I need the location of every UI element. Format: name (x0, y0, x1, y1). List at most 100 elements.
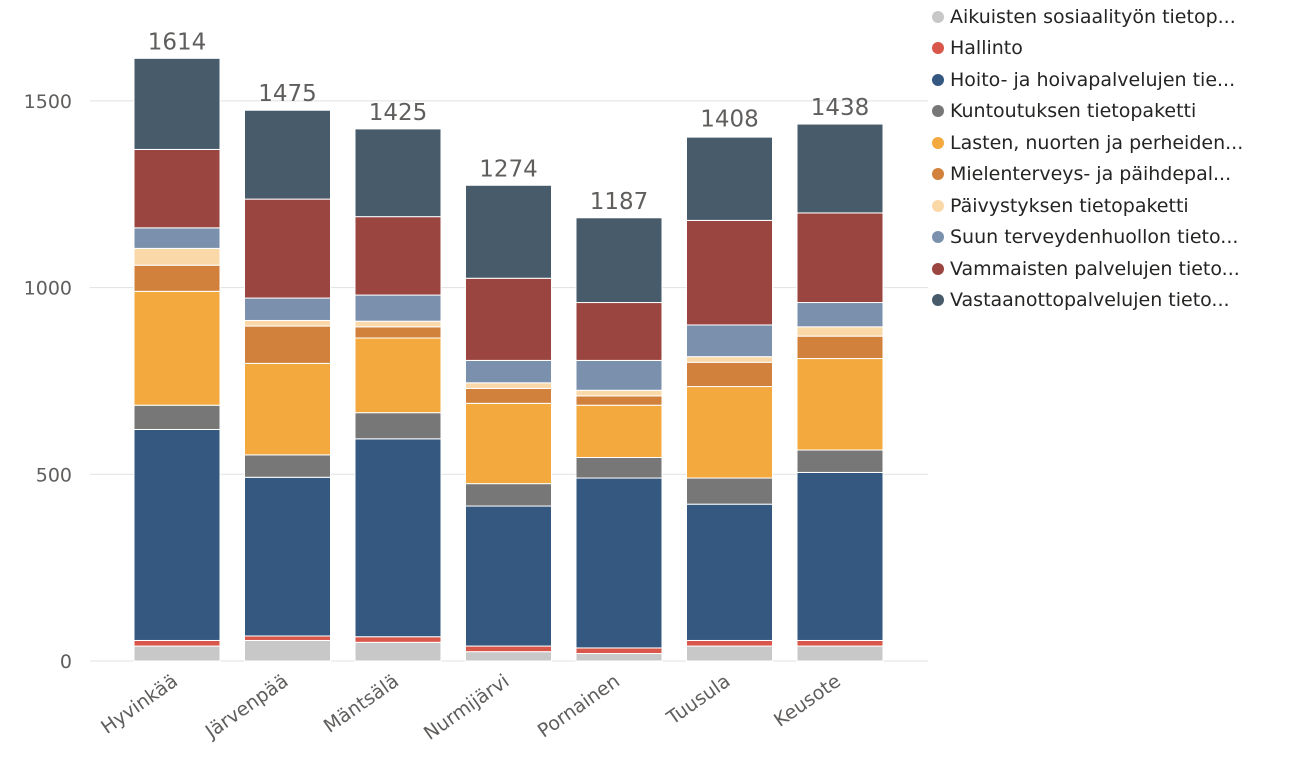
bar-segment[interactable] (575, 395, 663, 406)
bar-segment[interactable] (796, 326, 884, 337)
bar-segment[interactable] (796, 639, 884, 647)
bar-segment[interactable] (796, 449, 884, 473)
bar-segment[interactable] (575, 647, 663, 655)
bar-segment[interactable] (133, 404, 221, 430)
bar-stack (244, 109, 331, 662)
bar-segment[interactable] (244, 297, 331, 321)
bar-segment[interactable] (244, 635, 331, 641)
bar-segment[interactable] (244, 454, 331, 478)
x-tick-label: Järvenpää (201, 670, 293, 743)
legend-item[interactable]: Vammaisten palvelujen tieto... (932, 253, 1243, 285)
bar-segment[interactable] (244, 198, 331, 299)
total-label: 1274 (479, 156, 538, 182)
total-label: 1425 (369, 100, 428, 126)
bar-segment[interactable] (244, 109, 331, 200)
bar-segment[interactable] (133, 428, 221, 641)
bar-segment[interactable] (796, 212, 884, 304)
bar-segment[interactable] (354, 216, 442, 296)
bar-segment[interactable] (354, 636, 442, 643)
legend-item[interactable]: Suun terveydenhuollon tieto... (932, 222, 1243, 254)
legend-item[interactable]: Lasten, nuorten ja perheiden... (932, 127, 1243, 159)
bar-segment[interactable] (244, 639, 331, 662)
bar-segment[interactable] (465, 359, 552, 384)
bar-segment[interactable] (465, 645, 552, 653)
bar-segment[interactable] (465, 277, 552, 361)
bar-segment[interactable] (575, 389, 663, 397)
bar-segment[interactable] (796, 471, 884, 641)
bar-segment[interactable] (575, 217, 663, 304)
y-tick-label: 1500 (24, 91, 72, 113)
bar-segment[interactable] (465, 651, 552, 662)
legend-label: Mielenterveys- ja päihdepal... (950, 163, 1232, 186)
bar-segment[interactable] (133, 645, 221, 662)
bar-segment[interactable] (575, 653, 663, 662)
total-label: 1408 (700, 106, 759, 132)
bar-segment[interactable] (244, 319, 331, 327)
bar-segment[interactable] (354, 128, 442, 218)
bar-segment[interactable] (354, 294, 442, 322)
legend-label: Suun terveydenhuollon tieto... (950, 226, 1239, 249)
bar-segment[interactable] (686, 503, 773, 641)
bar-segment[interactable] (686, 639, 773, 647)
bar-segment[interactable] (133, 639, 221, 647)
bar-segment[interactable] (465, 505, 552, 647)
bar-segment[interactable] (465, 387, 552, 404)
bar-segment[interactable] (354, 641, 442, 662)
total-label: 1438 (811, 95, 870, 121)
bar-segment[interactable] (244, 325, 331, 364)
bar-segment[interactable] (575, 302, 663, 361)
bar-segment[interactable] (686, 477, 773, 505)
bar-segment[interactable] (354, 326, 442, 339)
bar-segment[interactable] (686, 324, 773, 358)
bar-segment[interactable] (354, 438, 442, 638)
legend-item[interactable]: Aikuisten sosiaalityön tietop... (932, 1, 1243, 33)
legend-label: Hallinto (950, 37, 1023, 60)
legend-item[interactable]: Kuntoutuksen tietopaketti (932, 96, 1243, 128)
bar-segment[interactable] (575, 456, 663, 479)
bar-segment[interactable] (575, 477, 663, 649)
x-tick-label: Keusote (770, 670, 845, 732)
legend-label: Hoito- ja hoivapalvelujen tie... (950, 68, 1236, 91)
bar-segment[interactable] (465, 382, 552, 389)
bar-segment[interactable] (686, 356, 773, 363)
legend-item[interactable]: Vastaanottopalvelujen tieto... (932, 285, 1243, 317)
legend-item[interactable]: Hallinto (932, 33, 1243, 65)
x-tick-label: Nurmijärvi (420, 670, 514, 745)
bar-segment[interactable] (133, 227, 221, 249)
bar-segment[interactable] (686, 219, 773, 326)
bar-segment[interactable] (465, 483, 552, 507)
bar-segment[interactable] (575, 359, 663, 391)
bar-segment[interactable] (686, 645, 773, 662)
bar-segment[interactable] (686, 136, 773, 221)
bar-segment[interactable] (686, 386, 773, 479)
bar-segment[interactable] (796, 645, 884, 662)
bar-segment[interactable] (133, 247, 221, 266)
legend-item[interactable]: Hoito- ja hoivapalvelujen tie... (932, 64, 1243, 96)
legend: Aikuisten sosiaalityön tietop... Hallinto… (932, 1, 1243, 316)
x-axis: Hyvinkää Järvenpää Mäntsälä Nurmijärvi Porna… (97, 670, 845, 745)
bar-segment[interactable] (133, 290, 221, 406)
bar-segment[interactable] (133, 148, 221, 229)
legend-item[interactable]: Mielenterveys- ja päihdepal... (932, 159, 1243, 191)
legend-item[interactable]: Päivystyksen tietopaketti (932, 190, 1243, 222)
bar-segment[interactable] (575, 404, 663, 458)
bar-segment[interactable] (133, 57, 221, 150)
stacked-bar-chart: 0 500 1000 1500 1614 1475 1425 1274 1187 1408 143… (24, 29, 928, 745)
x-tick-label: Hyvinkää (97, 670, 182, 739)
bar-stack (796, 123, 884, 662)
bar-segment[interactable] (354, 337, 442, 414)
bar-segment[interactable] (465, 402, 552, 485)
bar-segment[interactable] (244, 362, 331, 456)
total-label: 1475 (258, 81, 317, 107)
bar-segment[interactable] (133, 264, 221, 292)
legend-swatch (932, 42, 944, 55)
bar-segment[interactable] (796, 302, 884, 328)
bar-segment[interactable] (465, 184, 552, 279)
bar-segment[interactable] (354, 412, 442, 440)
bar-segment[interactable] (244, 476, 331, 637)
bar-segment[interactable] (686, 361, 773, 388)
bar-segment[interactable] (796, 123, 884, 214)
bar-segment[interactable] (354, 320, 442, 328)
bar-segment[interactable] (796, 358, 884, 451)
bar-segment[interactable] (796, 335, 884, 360)
